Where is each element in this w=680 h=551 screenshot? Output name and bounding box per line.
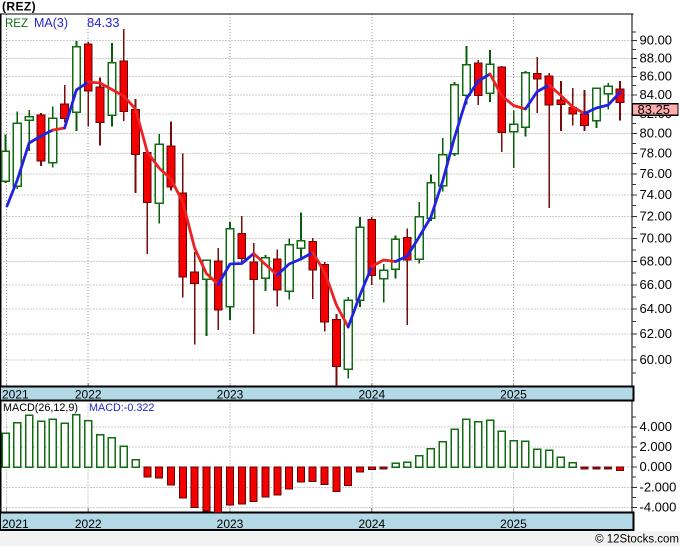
svg-text:© 12Stocks.com: © 12Stocks.com: [595, 534, 679, 546]
svg-text:MA(3): MA(3): [34, 16, 68, 30]
svg-text:2025: 2025: [500, 517, 527, 531]
svg-text:88.00: 88.00: [640, 50, 673, 65]
svg-text:2024: 2024: [358, 387, 385, 401]
svg-text:70.00: 70.00: [640, 231, 673, 246]
svg-text:80.00: 80.00: [640, 126, 673, 141]
svg-text:4.000: 4.000: [640, 419, 673, 434]
svg-text:90.00: 90.00: [640, 33, 673, 48]
svg-text:84.00: 84.00: [640, 87, 673, 102]
svg-text:74.00: 74.00: [640, 187, 673, 202]
svg-text:2021: 2021: [2, 387, 29, 401]
svg-text:86.00: 86.00: [640, 69, 673, 84]
svg-text:-2.000: -2.000: [640, 479, 677, 494]
svg-text:84.33: 84.33: [87, 15, 120, 30]
svg-text:2022: 2022: [75, 387, 102, 401]
svg-text:78.00: 78.00: [640, 145, 673, 160]
svg-text:0.000: 0.000: [640, 459, 673, 474]
svg-text:MACD(26,12,9): MACD(26,12,9): [3, 402, 78, 414]
svg-text:-4.000: -4.000: [640, 499, 677, 514]
svg-text:(REZ): (REZ): [2, 0, 36, 14]
svg-text:66.00: 66.00: [640, 277, 673, 292]
svg-text:2025: 2025: [500, 387, 527, 401]
svg-text:64.00: 64.00: [640, 301, 673, 316]
svg-text:REZ: REZ: [5, 18, 28, 30]
svg-text:72.00: 72.00: [640, 208, 673, 223]
svg-text:2022: 2022: [75, 517, 102, 531]
svg-text:62.00: 62.00: [640, 326, 673, 341]
svg-text:83.25: 83.25: [638, 102, 671, 117]
svg-text:2021: 2021: [2, 517, 29, 531]
svg-text:2023: 2023: [217, 387, 244, 401]
svg-text:76.00: 76.00: [640, 166, 673, 181]
svg-text:2024: 2024: [358, 517, 385, 531]
svg-text:2.000: 2.000: [640, 439, 673, 454]
svg-text:MACD:-0.322: MACD:-0.322: [89, 402, 154, 414]
svg-text:68.00: 68.00: [640, 253, 673, 268]
svg-text:2023: 2023: [217, 517, 244, 531]
svg-text:60.00: 60.00: [640, 352, 673, 367]
